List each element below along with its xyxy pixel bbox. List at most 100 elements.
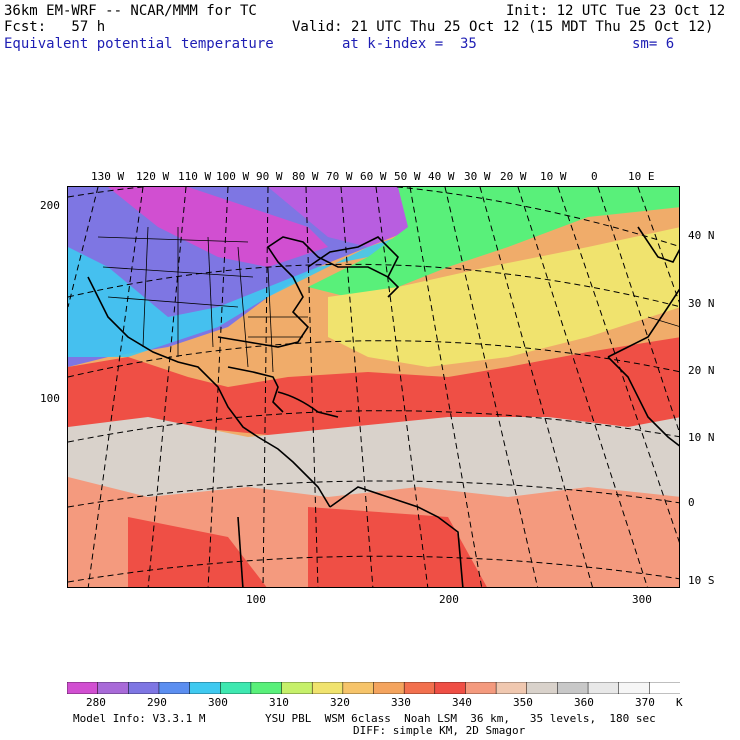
colorbar-tick-label: 370 [635,696,655,709]
canada-coast [307,236,399,278]
lat-label: 30 N [688,297,715,310]
warm-band [328,227,679,367]
south-america-moist-patch [308,507,487,587]
lat-label: 20 N [688,364,715,377]
coldest-region [108,187,328,267]
lon-label: 120 W [136,170,170,183]
lon-line [597,187,679,433]
colorbar-tick-label: 310 [269,696,289,709]
model-title: 36km EM-WRF -- NCAR/MMM for TC [4,3,257,19]
lon-label: 10 W [540,170,567,183]
border-line [647,316,679,327]
lon-line [375,187,429,587]
mild-band [308,187,679,297]
state-line [97,236,249,243]
forecast-hour: Fcst: 57 h [4,19,106,35]
lat-line [68,480,679,508]
state-line [207,236,214,348]
colorbar-swatch [618,682,651,694]
diffusion-info: DIFF: simple KM, 2D Smagor [353,724,526,737]
field-name: Equivalent potential temperature [4,36,274,52]
grid-y-label: 100 [40,392,60,405]
colorbar-swatch [311,682,344,694]
lat-line [68,263,679,308]
lat-line [68,555,679,583]
lat-line [68,410,679,443]
colorbar-swatch [128,682,160,694]
lat-label: 10 S [688,574,715,587]
colorbar-tick-label: 290 [147,696,167,709]
colorbar-swatch [373,682,405,694]
colorbar-swatch [557,682,589,694]
colorbar-swatch [250,682,283,694]
level-label: at k-index = 35 [342,36,477,52]
colorbar-unit: K [676,696,683,709]
colorbar-swatch [67,682,99,694]
colorbar-swatch [220,682,252,694]
lon-label: 80 W [292,170,319,183]
lon-label: 0 [591,170,598,183]
state-line [142,226,149,348]
colorbar [67,682,680,694]
lon-label: 110 W [178,170,212,183]
lon-label: 70 W [326,170,353,183]
lon-line [517,187,648,587]
africa-coast-north [607,288,679,358]
grid-x-label: 300 [632,593,652,606]
lon-label: 130 W [91,170,125,183]
europe-coast [637,226,679,263]
colorbar-swatch [587,682,620,694]
us-east-coast [217,236,400,348]
cold-region-east [268,187,428,247]
state-line [107,296,239,308]
colorbar-tick-label: 320 [330,696,350,709]
africa-coast-west [607,356,679,447]
colorbar-swatch [495,682,528,694]
init-time: Init: 12 UTC Tue 23 Oct 12 [506,3,726,19]
cool-band [68,187,679,357]
lon-label: 20 W [500,170,527,183]
colorbar-tick-label: 360 [574,696,594,709]
colorbar-swatch [189,682,221,694]
pacific-boundary [237,516,244,587]
lon-label: 60 W [360,170,387,183]
colorbar-swatch [526,682,559,694]
lon-label: 50 W [394,170,421,183]
pacific-coast [87,276,331,508]
colorbar-tick-label: 300 [208,696,228,709]
lon-label: 40 W [428,170,455,183]
lon-line [262,187,269,587]
grid-x-label: 100 [246,593,266,606]
state-line [237,246,249,368]
lon-line [305,187,319,587]
state-line [267,266,274,373]
lon-line [557,187,679,543]
colorbar-tick-label: 350 [513,696,533,709]
lon-line [147,187,187,587]
state-boundaries [97,226,679,373]
lon-label: 90 W [256,170,283,183]
lon-line [68,187,99,308]
lon-line [87,187,144,587]
grid-x-label: 200 [439,593,459,606]
colorbar-swatch [465,682,497,694]
model-info: Model Info: V3.3.1 M [73,712,206,725]
colorbar-tick-label: 340 [452,696,472,709]
physics-info: YSU PBL WSM 6class Noah LSM 36 km, 35 le… [265,712,656,725]
colorbar-swatch [158,682,191,694]
lon-label: 10 E [628,170,655,183]
colorbar-tick-label: 330 [391,696,411,709]
southern-moist-patch [128,517,267,587]
colorbar-swatch [434,682,467,694]
lat-label: 0 [688,496,695,509]
theta-e-map [67,186,680,588]
grid-y-label: 200 [40,199,60,212]
colorbar-swatch [403,682,436,694]
lat-label: 10 N [688,431,715,444]
lon-line [340,187,374,587]
lon-line [409,187,483,587]
lat-line [68,340,679,378]
lon-label: 100 W [216,170,250,183]
colorbar-swatch [649,682,680,694]
map-canvas [68,187,679,587]
